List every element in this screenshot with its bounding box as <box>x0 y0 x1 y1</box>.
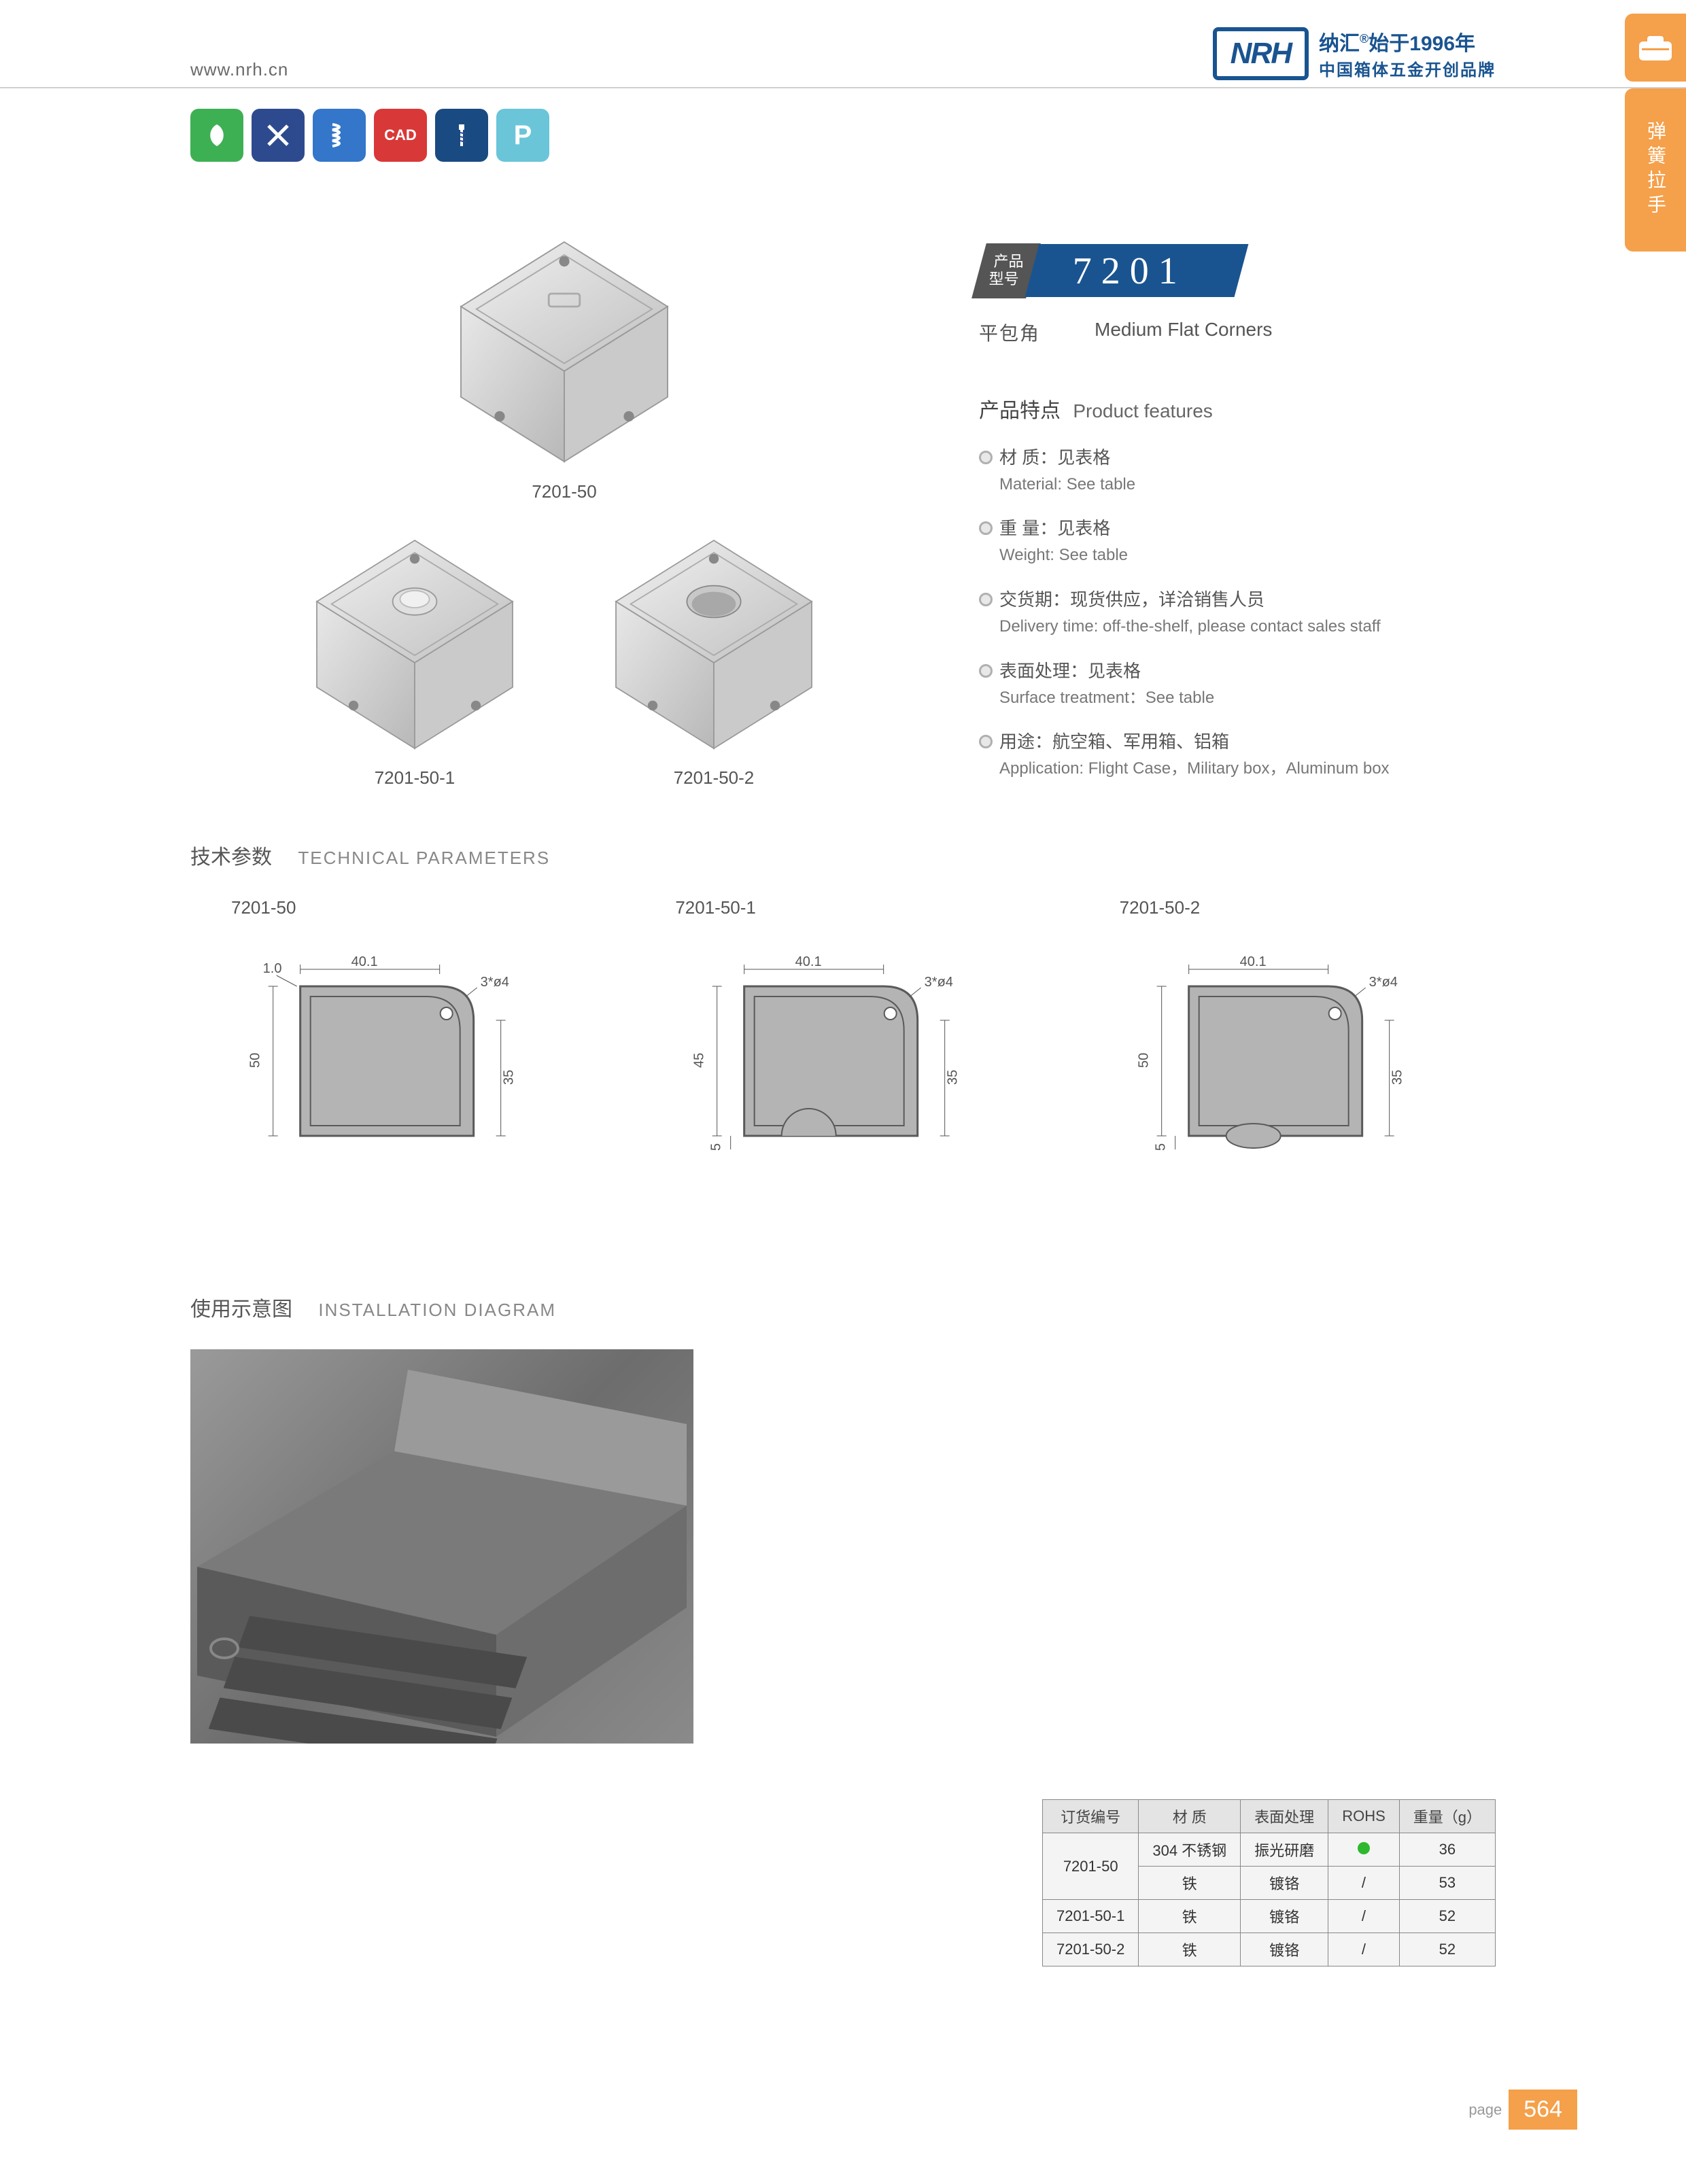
svg-text:5: 5 <box>709 1143 724 1151</box>
feature-list: 材 质：见表格 Material: See table 重 量：见表格 Weight:… <box>979 444 1496 780</box>
subtitle-cn: 平包角 <box>979 319 1040 346</box>
svg-text:50: 50 <box>248 1053 263 1068</box>
nav-icon-5[interactable]: P <box>496 109 549 162</box>
product-label-2: 7201-50-2 <box>674 767 755 788</box>
spec-table-wrap: 订货编号材 质表面处理ROHS重量（g）7201-50304 不锈钢振光研磨36… <box>1042 1799 1496 1966</box>
spec-th: 材 质 <box>1139 1800 1241 1833</box>
main-row: 7201-50 7201-50-1 <box>190 216 1496 799</box>
footer: page 564 <box>1468 2090 1577 2130</box>
feature-en-1: Weight: See table <box>999 544 1496 567</box>
site-url: www.nrh.cn <box>190 59 288 80</box>
spec-th: 表面处理 <box>1241 1800 1328 1833</box>
spec-row-2: 7201-50-1铁镀铬/52 <box>1043 1900 1496 1933</box>
feature-cn-3: 表面处理：见表格 <box>999 657 1496 682</box>
tech-label-1: 7201-50-1 <box>675 897 1051 918</box>
header: www.nrh.cn NRH 纳汇®始于1996年 中国箱体五金开创品牌 <box>0 0 1686 88</box>
feature-en-0: Material: See table <box>999 473 1496 496</box>
side-tab-icon[interactable] <box>1625 14 1686 82</box>
svg-text:40.1: 40.1 <box>795 954 822 969</box>
tech-item-2: 7201-50-2 40.1 3*ø4 50 35 5 <box>1079 897 1496 1183</box>
svg-text:35: 35 <box>1390 1070 1405 1085</box>
feature-item-4: 用途：航空箱、军用箱、铝箱 Application: Flight Case，Mi… <box>979 728 1496 780</box>
page-number: 564 <box>1509 2090 1577 2130</box>
logo-line1: 纳汇®始于1996年 <box>1319 27 1496 56</box>
feature-en-4: Application: Flight Case，Military box，Al… <box>999 757 1496 780</box>
nav-icon-1[interactable] <box>252 109 305 162</box>
tech-label-0: 7201-50 <box>231 897 607 918</box>
side-tabs: 弹簧拉手 <box>1625 14 1686 252</box>
feature-en-2: Delivery time: off-the-shelf, please con… <box>999 615 1496 638</box>
feature-cn-4: 用途：航空箱、军用箱、铝箱 <box>999 728 1496 753</box>
nrh-logo: NRH <box>1213 27 1309 80</box>
svg-text:40.1: 40.1 <box>351 954 378 969</box>
product-row-top: 7201-50 <box>190 216 938 516</box>
spec-th: 重量（g） <box>1399 1800 1495 1833</box>
feature-item-3: 表面处理：见表格 Surface treatment：See table <box>979 657 1496 710</box>
features-title: 产品特点 Product features <box>979 394 1496 423</box>
subtitle-en: Medium Flat Corners <box>1095 319 1272 346</box>
logo-text: 纳汇®始于1996年 中国箱体五金开创品牌 <box>1319 27 1496 80</box>
svg-text:3*ø4: 3*ø4 <box>481 975 509 990</box>
svg-text:3*ø4: 3*ø4 <box>1369 975 1397 990</box>
product-svg-1 <box>292 516 537 761</box>
spec-table: 订货编号材 质表面处理ROHS重量（g）7201-50304 不锈钢振光研磨36… <box>1042 1799 1496 1966</box>
logo-block: NRH 纳汇®始于1996年 中国箱体五金开创品牌 <box>1213 27 1496 80</box>
nav-icon-4[interactable] <box>435 109 488 162</box>
install-heading: 使用示意图 INSTALLATION DIAGRAM <box>190 1292 1496 1322</box>
product-row-bottom: 7201-50-1 7201-50-2 <box>190 516 938 788</box>
svg-text:50: 50 <box>1136 1053 1151 1068</box>
product-images: 7201-50 7201-50-1 <box>190 216 938 799</box>
tech-diagram-0: 1.0 40.1 3*ø4 50 35 <box>190 939 607 1183</box>
feature-item-1: 重 量：见表格 Weight: See table <box>979 515 1496 567</box>
tech-diagram-1: 40.1 3*ø4 45 35 5 <box>634 939 1051 1183</box>
spec-row-0: 7201-50304 不锈钢振光研磨36 <box>1043 1833 1496 1867</box>
page-label: page <box>1468 2101 1502 2119</box>
spec-row-3: 7201-50-2铁镀铬/52 <box>1043 1933 1496 1966</box>
info-column: 产品 型号 7201 平包角 Medium Flat Corners 产品特点 … <box>979 216 1496 799</box>
model-number: 7201 <box>1025 244 1249 297</box>
feature-en-3: Surface treatment：See table <box>999 687 1496 710</box>
nav-icon-2[interactable] <box>313 109 366 162</box>
product-item-0: 7201-50 <box>190 216 938 502</box>
feature-cn-0: 材 质：见表格 <box>999 444 1496 469</box>
tech-row: 7201-50 1.0 40.1 3*ø4 50 35 7201-50-1 <box>190 897 1496 1183</box>
tech-diagram-2: 40.1 3*ø4 50 35 5 <box>1079 939 1496 1183</box>
content: CAD P 7201 <box>0 88 1686 1744</box>
svg-text:5: 5 <box>1153 1143 1168 1151</box>
feature-cn-1: 重 量：见表格 <box>999 515 1496 540</box>
subtitle-row: 平包角 Medium Flat Corners <box>979 319 1496 346</box>
feature-item-2: 交货期：现货供应，详洽销售人员 Delivery time: off-the-sh… <box>979 586 1496 638</box>
product-item-2: 7201-50-2 <box>591 516 836 788</box>
product-svg-0 <box>435 216 693 474</box>
tech-label-2: 7201-50-2 <box>1120 897 1496 918</box>
svg-text:1.0: 1.0 <box>263 961 282 976</box>
tech-item-1: 7201-50-1 40.1 3*ø4 45 35 5 <box>634 897 1051 1183</box>
rohs-dot-icon <box>1358 1842 1370 1854</box>
nav-icon-0[interactable] <box>190 109 243 162</box>
feature-item-0: 材 质：见表格 Material: See table <box>979 444 1496 496</box>
spec-th: ROHS <box>1328 1800 1400 1833</box>
svg-text:35: 35 <box>502 1070 517 1085</box>
side-tab-label[interactable]: 弹簧拉手 <box>1625 88 1686 252</box>
install-row <box>190 1349 1496 1744</box>
install-image <box>190 1349 693 1744</box>
feature-cn-2: 交货期：现货供应，详洽销售人员 <box>999 586 1496 611</box>
spec-th: 订货编号 <box>1043 1800 1139 1833</box>
nav-icon-3[interactable]: CAD <box>374 109 427 162</box>
svg-text:3*ø4: 3*ø4 <box>925 975 953 990</box>
icon-row: CAD P <box>190 109 1496 162</box>
model-row: 产品 型号 7201 <box>979 243 1496 298</box>
product-label-1: 7201-50-1 <box>375 767 455 788</box>
svg-text:35: 35 <box>946 1070 961 1085</box>
svg-text:40.1: 40.1 <box>1239 954 1266 969</box>
svg-text:45: 45 <box>692 1053 707 1068</box>
product-label-0: 7201-50 <box>532 481 596 502</box>
product-svg-2 <box>591 516 836 761</box>
logo-line2: 中国箱体五金开创品牌 <box>1319 56 1496 80</box>
tech-item-0: 7201-50 1.0 40.1 3*ø4 50 35 <box>190 897 607 1183</box>
tech-heading: 技术参数 TECHNICAL PARAMETERS <box>190 840 1496 870</box>
product-item-1: 7201-50-1 <box>292 516 537 788</box>
